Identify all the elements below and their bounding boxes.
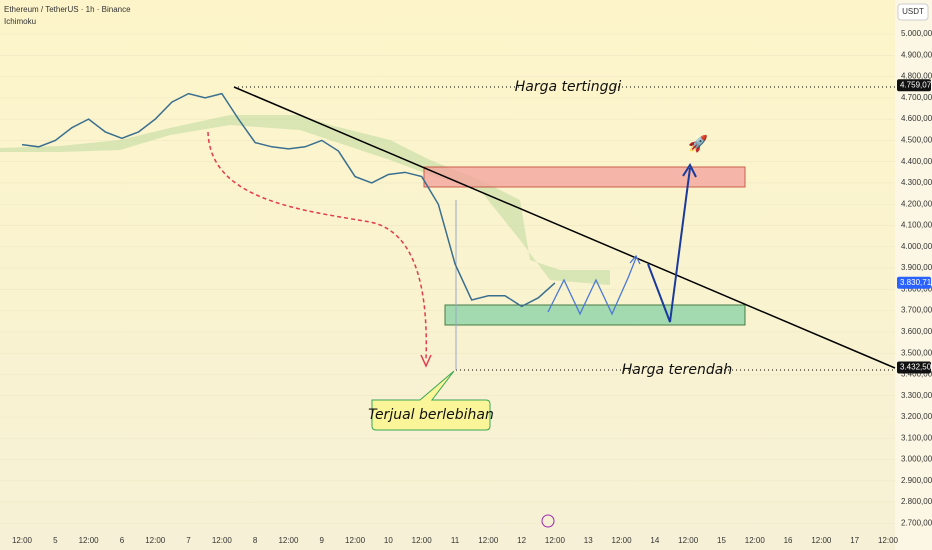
low-annotation: Harga terendah xyxy=(622,362,732,378)
y-tick-label: 4.800,00 xyxy=(901,72,932,81)
y-tick-label: 4.300,00 xyxy=(901,178,932,187)
x-tick-label: 17 xyxy=(850,536,859,545)
high-annotation: Harga tertinggi xyxy=(515,79,622,95)
y-tick-label: 3.200,00 xyxy=(901,412,932,421)
y-tick-label: 2.700,00 xyxy=(901,518,932,527)
x-tick-label: 12:00 xyxy=(412,536,433,545)
x-tick-label: 12:00 xyxy=(212,536,233,545)
x-tick-label: 10 xyxy=(384,536,393,545)
y-tick-label: 4.900,00 xyxy=(901,50,932,59)
x-tick-label: 12:00 xyxy=(811,536,832,545)
x-tick-label: 9 xyxy=(320,536,325,545)
x-tick-label: 13 xyxy=(584,536,593,545)
resistance-zone xyxy=(423,166,746,188)
indicator-name: Ichimoku xyxy=(4,17,36,26)
breakout-head xyxy=(682,162,697,178)
x-tick-label: 14 xyxy=(650,536,659,545)
x-tick-label: 12:00 xyxy=(878,536,899,545)
y-tick-label: 4.700,00 xyxy=(901,93,932,102)
y-tick-label: 4.500,00 xyxy=(901,136,932,145)
x-tick-label: 12:00 xyxy=(545,536,566,545)
x-tick-label: 7 xyxy=(186,536,191,545)
x-tick-label: 12:00 xyxy=(145,536,166,545)
x-tick-label: 12:00 xyxy=(745,536,766,545)
trendline xyxy=(233,86,896,369)
y-tick-label: 3.700,00 xyxy=(901,306,932,315)
y-tick-label: 3.900,00 xyxy=(901,263,932,272)
support-zone xyxy=(444,304,746,326)
x-tick-label: 12:00 xyxy=(79,536,100,545)
x-tick-label: 12:00 xyxy=(612,536,633,545)
price-tag xyxy=(897,361,931,374)
price-tag-label: 3.432,50 xyxy=(900,363,932,372)
x-tick-label: 16 xyxy=(784,536,793,545)
x-tick-label: 11 xyxy=(451,536,460,545)
y-tick-label: 4.400,00 xyxy=(901,157,932,166)
oversold-annotation: Terjual berlebihan xyxy=(368,407,494,423)
y-tick-label: 4.100,00 xyxy=(901,221,932,230)
y-tick-label: 3.400,00 xyxy=(901,370,932,379)
y-tick-label: 3.800,00 xyxy=(901,284,932,293)
event-icon xyxy=(541,514,555,528)
price-tag xyxy=(897,79,931,92)
x-tick-label: 6 xyxy=(120,536,125,545)
price-line xyxy=(21,92,556,308)
x-tick-label: 12:00 xyxy=(478,536,499,545)
callout xyxy=(371,370,491,431)
x-tick-label: 12:00 xyxy=(345,536,366,545)
projection-head xyxy=(629,254,641,265)
drop-arrow xyxy=(207,131,428,361)
x-tick-label: 15 xyxy=(717,536,726,545)
x-tick-label: 12 xyxy=(517,536,526,545)
y-tick-label: 5.000,00 xyxy=(901,29,932,38)
price-tag xyxy=(897,276,931,289)
currency: USDT xyxy=(902,7,924,16)
y-tick-label: 4.200,00 xyxy=(901,199,932,208)
y-tick-label: 4.000,00 xyxy=(901,242,932,251)
label-bg xyxy=(522,78,614,96)
y-tick-label: 3.500,00 xyxy=(901,348,932,357)
x-tick-label: 5 xyxy=(53,536,58,545)
y-tick-label: 3.600,00 xyxy=(901,327,932,336)
ichimoku-cloud xyxy=(0,115,610,285)
chart-title: Ethereum / TetherUS · 1h · Binance xyxy=(4,5,131,14)
y-tick-label: 4.600,00 xyxy=(901,114,932,123)
price-tag-label: 4.759,07 xyxy=(900,80,932,89)
price-axis xyxy=(895,0,932,550)
label-bg xyxy=(634,361,720,379)
projection xyxy=(547,257,637,316)
currency-box xyxy=(897,3,929,21)
drop-arrow-head xyxy=(420,354,432,368)
x-tick-label: 12:00 xyxy=(12,536,33,545)
y-tick-label: 3.000,00 xyxy=(901,455,932,464)
y-tick-label: 2.900,00 xyxy=(901,476,932,485)
rocket-icon: 🚀 xyxy=(688,134,708,153)
y-tick-label: 2.800,00 xyxy=(901,497,932,506)
y-tick-label: 3.100,00 xyxy=(901,433,932,442)
x-tick-label: 12:00 xyxy=(678,536,699,545)
breakout-arrow xyxy=(647,167,691,323)
x-tick-label: 12:00 xyxy=(278,536,299,545)
price-tag-label: 3.830,71 xyxy=(900,278,932,287)
y-tick-label: 3.300,00 xyxy=(901,391,932,400)
x-tick-label: 8 xyxy=(253,536,258,545)
